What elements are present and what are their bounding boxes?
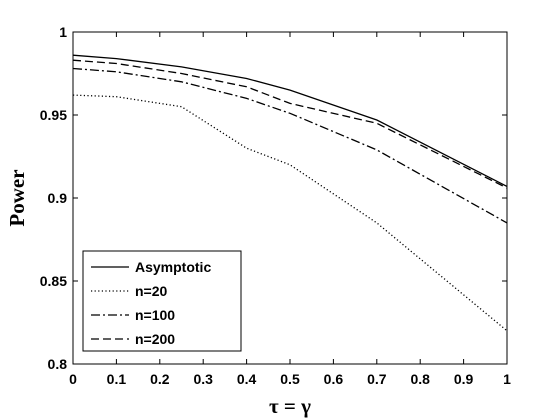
legend-label: Asymptotic: [135, 259, 211, 275]
series-line-n-20: [72, 94, 508, 332]
x-tick-label: 0.7: [367, 371, 387, 387]
y-tick-label: 0.85: [40, 273, 67, 289]
x-tick-label: 0.3: [193, 371, 213, 387]
x-tick-label: 0: [69, 371, 77, 387]
x-tick-label: 0.1: [107, 371, 127, 387]
series-line-asymptotic: [72, 54, 508, 187]
y-axis-label: Power: [5, 169, 29, 226]
legend-box: [82, 250, 242, 352]
x-axis-label: τ = γ: [269, 394, 311, 418]
series-lines: [72, 54, 508, 332]
x-tick-label: 0.4: [237, 371, 257, 387]
series-line-n-200: [72, 59, 508, 189]
legend-label: n=20: [135, 283, 168, 299]
y-axis-ticks: 0.8 0.85 0.9 0.95 1: [40, 24, 507, 372]
x-tick-label: 0.9: [454, 371, 474, 387]
y-tick-label: 0.95: [40, 107, 67, 123]
y-tick-label: 0.8: [48, 356, 68, 372]
x-tick-label: 0.5: [280, 371, 300, 387]
x-tick-label: 0.2: [150, 371, 170, 387]
legend-label: n=100: [135, 307, 175, 323]
y-tick-label: 0.9: [48, 190, 68, 206]
x-tick-label: 0.8: [410, 371, 430, 387]
series-line-n-100: [72, 67, 508, 224]
legend: Asymptotic n=20 n=100 n=200: [82, 250, 242, 352]
x-axis-ticks: 0 0.1 0.2 0.3 0.4 0.5 0.6 0.7 0.8 0.9 1: [69, 32, 511, 387]
legend-label: n=200: [135, 331, 175, 347]
x-tick-label: 0.6: [324, 371, 344, 387]
y-tick-label: 1: [59, 24, 67, 40]
x-tick-label: 1: [503, 371, 511, 387]
